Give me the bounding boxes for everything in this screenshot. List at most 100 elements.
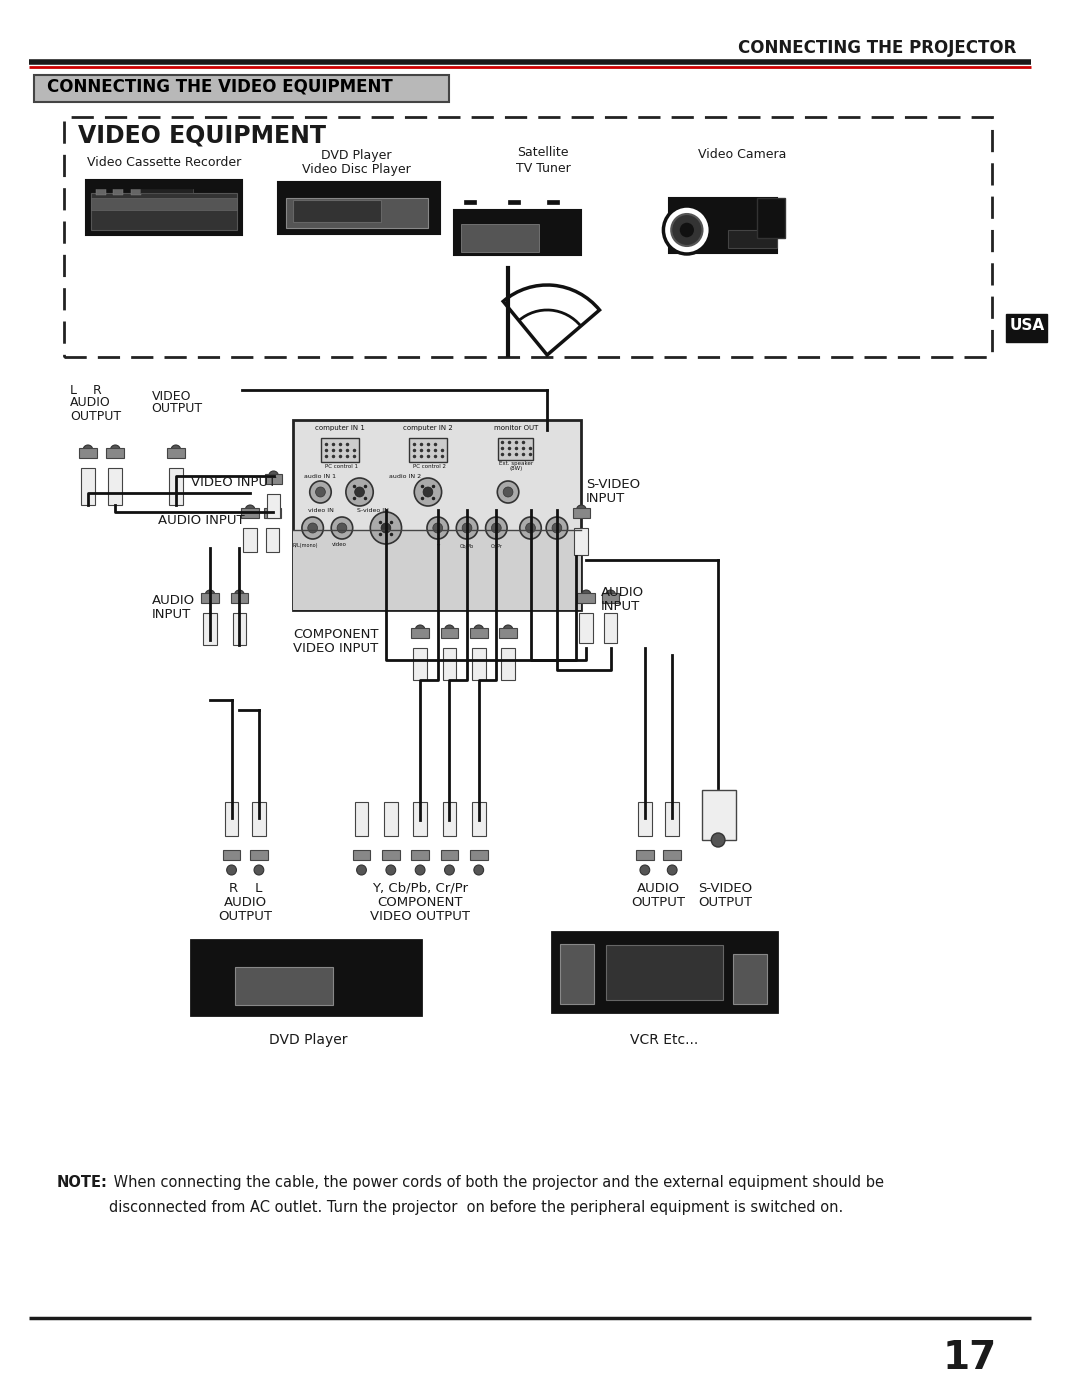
Text: Cr/Pr: Cr/Pr <box>490 543 502 549</box>
Wedge shape <box>503 285 599 355</box>
FancyBboxPatch shape <box>241 509 259 518</box>
FancyBboxPatch shape <box>279 183 440 186</box>
FancyBboxPatch shape <box>501 648 515 680</box>
FancyBboxPatch shape <box>288 182 430 184</box>
FancyBboxPatch shape <box>201 592 219 604</box>
Text: AUDIO: AUDIO <box>70 397 111 409</box>
FancyBboxPatch shape <box>414 648 427 680</box>
FancyBboxPatch shape <box>108 468 122 504</box>
FancyBboxPatch shape <box>559 944 594 1004</box>
Text: When connecting the cable, the power cords of both the projector and the externa: When connecting the cable, the power cor… <box>109 1175 885 1190</box>
FancyBboxPatch shape <box>602 592 620 604</box>
Circle shape <box>486 517 508 539</box>
Text: CONNECTING THE PROJECTOR: CONNECTING THE PROJECTOR <box>738 39 1016 57</box>
FancyBboxPatch shape <box>508 200 519 204</box>
Text: Cb/Pb: Cb/Pb <box>460 543 474 549</box>
FancyBboxPatch shape <box>293 200 381 222</box>
FancyBboxPatch shape <box>279 191 440 194</box>
FancyBboxPatch shape <box>732 932 753 936</box>
FancyBboxPatch shape <box>455 210 581 256</box>
FancyBboxPatch shape <box>293 529 581 610</box>
Circle shape <box>227 865 237 875</box>
FancyBboxPatch shape <box>265 474 282 483</box>
Text: VIDEO: VIDEO <box>151 390 191 402</box>
FancyBboxPatch shape <box>353 849 370 861</box>
FancyBboxPatch shape <box>443 648 456 680</box>
FancyBboxPatch shape <box>638 802 651 835</box>
FancyBboxPatch shape <box>203 613 217 645</box>
Circle shape <box>577 504 586 515</box>
Text: DVD Player: DVD Player <box>270 1032 348 1046</box>
Circle shape <box>370 511 402 543</box>
FancyBboxPatch shape <box>222 849 241 861</box>
Circle shape <box>663 205 711 254</box>
FancyBboxPatch shape <box>235 967 333 1004</box>
Text: INPUT: INPUT <box>151 608 191 620</box>
FancyBboxPatch shape <box>382 849 400 861</box>
FancyBboxPatch shape <box>728 231 777 249</box>
Text: S-video IN: S-video IN <box>357 507 389 513</box>
Circle shape <box>526 522 536 534</box>
Text: INPUT: INPUT <box>586 492 625 504</box>
Text: Y: Y <box>436 543 440 549</box>
FancyBboxPatch shape <box>243 528 257 552</box>
Text: video IN: video IN <box>308 507 334 513</box>
FancyBboxPatch shape <box>232 613 246 645</box>
Circle shape <box>474 624 484 636</box>
Circle shape <box>503 488 513 497</box>
Circle shape <box>445 865 455 875</box>
FancyBboxPatch shape <box>91 193 238 231</box>
Circle shape <box>679 222 694 237</box>
Text: INPUT: INPUT <box>600 599 640 612</box>
FancyBboxPatch shape <box>670 198 777 253</box>
FancyBboxPatch shape <box>322 439 359 462</box>
FancyBboxPatch shape <box>91 180 238 189</box>
FancyBboxPatch shape <box>231 592 248 604</box>
Text: VIDEO EQUIPMENT: VIDEO EQUIPMENT <box>78 123 326 147</box>
Text: computer IN 1: computer IN 1 <box>315 425 365 432</box>
FancyBboxPatch shape <box>79 448 97 458</box>
Text: OUTPUT: OUTPUT <box>632 895 686 908</box>
Circle shape <box>552 522 562 534</box>
Text: Video Cassette Recorder: Video Cassette Recorder <box>87 155 241 169</box>
FancyBboxPatch shape <box>499 629 517 638</box>
Text: CONNECTING THE VIDEO EQUIPMENT: CONNECTING THE VIDEO EQUIPMENT <box>46 77 393 95</box>
FancyBboxPatch shape <box>470 849 487 861</box>
FancyBboxPatch shape <box>167 448 185 458</box>
FancyBboxPatch shape <box>107 448 124 458</box>
FancyBboxPatch shape <box>64 117 991 358</box>
FancyBboxPatch shape <box>293 420 581 610</box>
FancyBboxPatch shape <box>472 648 486 680</box>
FancyBboxPatch shape <box>571 932 591 936</box>
Circle shape <box>245 504 255 515</box>
Circle shape <box>456 517 477 539</box>
Text: OUTPUT: OUTPUT <box>70 409 121 422</box>
Text: AUDIO: AUDIO <box>637 882 680 894</box>
FancyBboxPatch shape <box>441 849 458 861</box>
FancyBboxPatch shape <box>279 187 440 190</box>
FancyBboxPatch shape <box>225 802 239 835</box>
FancyBboxPatch shape <box>464 200 476 204</box>
Text: PC control 1: PC control 1 <box>325 464 359 468</box>
FancyBboxPatch shape <box>35 75 449 102</box>
FancyBboxPatch shape <box>461 224 539 251</box>
Text: S-VIDEO: S-VIDEO <box>586 478 640 490</box>
Circle shape <box>205 590 215 599</box>
Text: VIDEO INPUT: VIDEO INPUT <box>293 643 378 655</box>
Text: AUDIO: AUDIO <box>600 585 644 598</box>
FancyBboxPatch shape <box>572 509 590 518</box>
FancyBboxPatch shape <box>757 198 784 237</box>
FancyBboxPatch shape <box>384 802 397 835</box>
Circle shape <box>640 865 650 875</box>
FancyBboxPatch shape <box>86 180 242 235</box>
Circle shape <box>415 624 426 636</box>
Circle shape <box>433 522 443 534</box>
Text: AUDIO: AUDIO <box>224 895 267 908</box>
Text: 17: 17 <box>943 1338 997 1377</box>
Text: R    L: R L <box>229 882 262 894</box>
FancyBboxPatch shape <box>170 468 183 504</box>
Circle shape <box>606 590 616 599</box>
FancyBboxPatch shape <box>548 200 558 204</box>
Circle shape <box>474 865 484 875</box>
Text: Satellite: Satellite <box>517 147 569 159</box>
